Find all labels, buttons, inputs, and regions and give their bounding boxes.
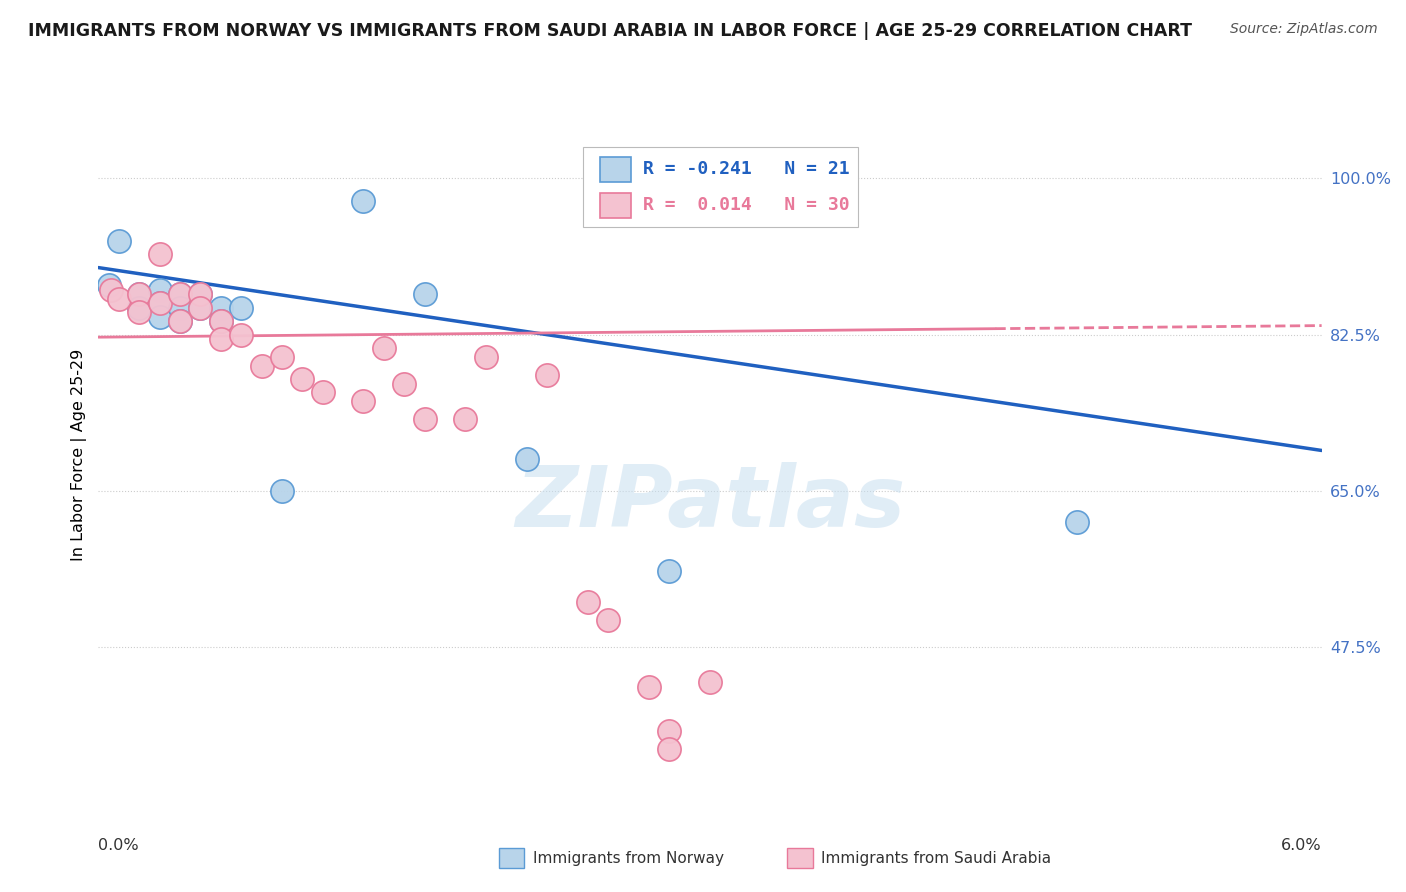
Point <box>128 301 150 315</box>
Point <box>128 287 150 301</box>
Point <box>231 327 253 342</box>
Point <box>149 310 172 324</box>
Point <box>128 287 150 301</box>
Point <box>209 332 232 346</box>
Point <box>188 301 212 315</box>
Point <box>352 394 374 409</box>
Point <box>169 314 191 328</box>
Point <box>149 296 172 310</box>
Point <box>413 412 436 426</box>
Point <box>149 283 172 297</box>
Point <box>658 564 681 578</box>
Point <box>576 595 599 609</box>
Point <box>209 314 232 328</box>
Point <box>188 287 212 301</box>
Point <box>169 314 191 328</box>
Point <box>373 341 395 355</box>
Point <box>291 372 314 386</box>
Point <box>250 359 273 373</box>
Point <box>97 278 120 293</box>
Point <box>413 287 436 301</box>
Text: Immigrants from Norway: Immigrants from Norway <box>533 851 724 865</box>
Point <box>108 292 131 306</box>
Point <box>149 247 172 261</box>
Point <box>637 680 661 694</box>
Point <box>658 742 681 756</box>
Point <box>516 452 538 467</box>
Point <box>231 301 253 315</box>
Point <box>1066 515 1088 529</box>
Y-axis label: In Labor Force | Age 25-29: In Labor Force | Age 25-29 <box>72 349 87 561</box>
Text: R = -0.241   N = 21: R = -0.241 N = 21 <box>643 161 849 178</box>
Point <box>474 350 498 364</box>
Point <box>392 376 416 391</box>
Text: R =  0.014   N = 30: R = 0.014 N = 30 <box>643 196 849 214</box>
Point <box>169 287 191 301</box>
Text: Source: ZipAtlas.com: Source: ZipAtlas.com <box>1230 22 1378 37</box>
Point <box>658 724 681 739</box>
Point <box>169 301 191 315</box>
Point <box>311 385 335 400</box>
Point <box>100 283 122 297</box>
Point <box>270 350 292 364</box>
Point <box>270 483 292 498</box>
Text: 6.0%: 6.0% <box>1281 838 1322 854</box>
Point <box>188 287 212 301</box>
Point <box>188 301 212 315</box>
Point <box>536 368 558 382</box>
Text: ZIPatlas: ZIPatlas <box>515 462 905 545</box>
Point <box>209 314 232 328</box>
Text: IMMIGRANTS FROM NORWAY VS IMMIGRANTS FROM SAUDI ARABIA IN LABOR FORCE | AGE 25-2: IMMIGRANTS FROM NORWAY VS IMMIGRANTS FRO… <box>28 22 1192 40</box>
Point <box>454 412 477 426</box>
Point <box>128 305 150 319</box>
Point <box>699 675 721 690</box>
Text: 0.0%: 0.0% <box>98 838 139 854</box>
Point <box>108 234 131 248</box>
Point <box>598 613 620 627</box>
Text: Immigrants from Saudi Arabia: Immigrants from Saudi Arabia <box>821 851 1052 865</box>
Point <box>169 287 191 301</box>
Point <box>149 296 172 310</box>
Point <box>209 301 232 315</box>
Point <box>352 194 374 208</box>
